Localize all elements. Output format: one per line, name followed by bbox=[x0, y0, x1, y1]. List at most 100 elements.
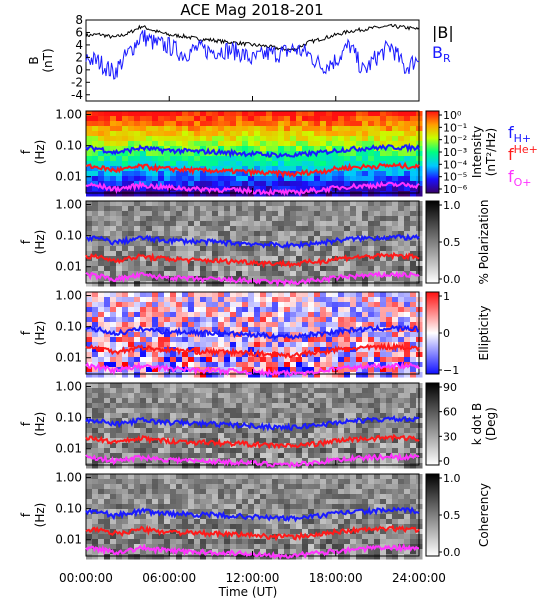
spectrogram-cell bbox=[344, 362, 351, 368]
spectrogram-cell bbox=[260, 418, 267, 424]
spectrogram-cell bbox=[290, 156, 297, 162]
spectrogram-cell bbox=[302, 352, 309, 358]
spectrogram-cell bbox=[140, 474, 147, 480]
freq-yunit: (Hz) bbox=[33, 412, 47, 437]
spectrogram-cell bbox=[404, 357, 411, 363]
spectrogram-cell bbox=[266, 458, 273, 464]
spectrogram-cell bbox=[200, 347, 207, 353]
spectrogram-cell bbox=[266, 372, 273, 378]
colorbar-label: k dot B bbox=[470, 403, 484, 445]
spectrogram-cell bbox=[98, 191, 105, 197]
spectrogram-cell bbox=[284, 494, 291, 500]
spectrogram-cell bbox=[338, 176, 345, 182]
spectrogram-cell bbox=[230, 509, 237, 515]
spectrogram-cell bbox=[314, 121, 321, 127]
spectrogram-cell bbox=[116, 281, 123, 287]
spectrogram-cell bbox=[248, 418, 255, 424]
spectrogram-cell bbox=[320, 383, 327, 389]
spectrogram-cell bbox=[140, 383, 147, 389]
spectrogram-cell bbox=[194, 504, 201, 510]
spectrogram-cell bbox=[86, 554, 93, 560]
spectrogram-cell bbox=[320, 111, 327, 117]
spectrogram-cell bbox=[338, 428, 345, 434]
spectrogram-cell bbox=[344, 453, 351, 459]
spectrogram-cell bbox=[206, 393, 213, 399]
spectrogram-cell bbox=[248, 186, 255, 192]
spectrogram-cell bbox=[368, 156, 375, 162]
spectrogram-cell bbox=[200, 271, 207, 277]
spectrogram-cell bbox=[302, 463, 309, 469]
spectrogram-cell bbox=[176, 171, 183, 177]
spectrogram-cell bbox=[404, 322, 411, 328]
spectrogram-cell bbox=[92, 448, 99, 454]
spectrogram-cell bbox=[206, 292, 213, 298]
spectrogram-cell bbox=[410, 231, 417, 237]
spectrogram-cell bbox=[122, 161, 129, 167]
spectrogram-cell bbox=[332, 544, 339, 550]
spectrogram-cell bbox=[350, 317, 357, 323]
spectrogram-cell bbox=[170, 423, 177, 429]
spectrogram-cell bbox=[368, 529, 375, 535]
spectrogram-cell bbox=[296, 489, 303, 495]
spectrogram-cell bbox=[392, 281, 399, 287]
spectrogram-cell bbox=[326, 201, 333, 207]
spectrogram-cell bbox=[344, 494, 351, 500]
spectrogram-cell bbox=[272, 463, 279, 469]
spectrogram-cell bbox=[152, 116, 159, 122]
spectrogram-cell bbox=[170, 534, 177, 540]
spectrogram-cell bbox=[308, 256, 315, 262]
spectrogram-cell bbox=[320, 317, 327, 323]
spectrogram-cell bbox=[374, 131, 381, 137]
spectrogram-cell bbox=[86, 136, 93, 142]
spectrogram-cell bbox=[116, 504, 123, 510]
spectrogram-cell bbox=[278, 484, 285, 490]
spectrogram-cell bbox=[278, 236, 285, 242]
spectrogram-cell bbox=[230, 226, 237, 232]
spectrogram-cell bbox=[122, 342, 129, 348]
spectrogram-cell bbox=[194, 448, 201, 454]
spectrogram-cell bbox=[248, 549, 255, 555]
spectrogram-cell bbox=[278, 539, 285, 545]
spectrogram-cell bbox=[362, 297, 369, 303]
spectrogram-cell bbox=[332, 322, 339, 328]
spectrogram-cell bbox=[386, 428, 393, 434]
spectrogram-cell bbox=[128, 554, 135, 560]
spectrogram-cell bbox=[224, 156, 231, 162]
spectrogram-cell bbox=[152, 372, 159, 378]
spectrogram-cell bbox=[98, 479, 105, 485]
spectrogram-cell bbox=[170, 408, 177, 414]
spectrogram-cell bbox=[386, 216, 393, 222]
spectrogram-cell bbox=[332, 443, 339, 449]
spectrogram-cell bbox=[110, 342, 117, 348]
spectrogram-cell bbox=[134, 186, 141, 192]
spectrogram-cell bbox=[314, 509, 321, 515]
spectrogram-cell bbox=[320, 448, 327, 454]
spectrogram-cell bbox=[326, 166, 333, 172]
spectrogram-cell bbox=[386, 393, 393, 399]
spectrogram-cell bbox=[158, 372, 165, 378]
spectrogram-cell bbox=[272, 231, 279, 237]
spectrogram-cell bbox=[272, 126, 279, 132]
spectrogram-cell bbox=[368, 111, 375, 117]
spectrogram-cell bbox=[242, 458, 249, 464]
spectrogram-cell bbox=[332, 121, 339, 127]
spectrogram-cell bbox=[98, 484, 105, 490]
spectrogram-cell bbox=[410, 166, 417, 172]
spectrogram-cell bbox=[380, 322, 387, 328]
spectrogram-cell bbox=[278, 433, 285, 439]
spectrogram-cell bbox=[110, 529, 117, 535]
spectrogram-cell bbox=[380, 276, 387, 282]
spectrogram-cell bbox=[176, 141, 183, 147]
spectrogram-cell bbox=[374, 327, 381, 333]
spectrogram-cell bbox=[416, 281, 423, 287]
spectrogram-cell bbox=[182, 246, 189, 252]
spectrogram-cell bbox=[164, 312, 171, 318]
spectrogram-cell bbox=[356, 549, 363, 555]
spectrogram-cell bbox=[176, 111, 183, 117]
spectrogram-cell bbox=[152, 271, 159, 277]
spectrogram-cell bbox=[158, 494, 165, 500]
spectrogram-cell bbox=[410, 332, 417, 338]
spectrogram-cell bbox=[128, 261, 135, 267]
spectrogram-cell bbox=[356, 413, 363, 419]
spectrogram-cell bbox=[392, 504, 399, 510]
